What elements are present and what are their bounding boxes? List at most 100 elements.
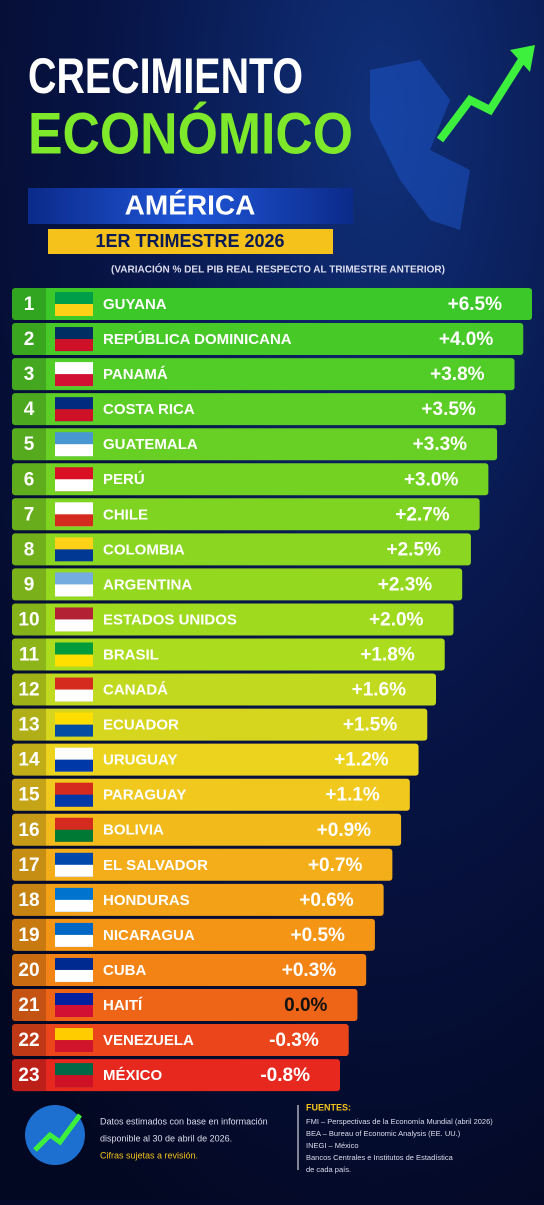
country: BRASIL [103,646,159,663]
rank: 13 [18,715,39,736]
flag-stripe [55,514,93,527]
rank: 19 [18,925,39,946]
row-bar [12,463,489,496]
source: Bancos Centrales e Institutos de Estadís… [306,1153,454,1162]
growth-value: +0.3% [282,960,337,981]
rank: 8 [24,539,35,560]
rank-box [12,288,46,320]
row-bar [12,918,375,951]
row-bar [12,323,524,356]
growth-value: +0.5% [291,925,346,946]
row-bar [12,638,445,671]
source: INEGI – México [306,1141,359,1150]
flag-stripe [55,1005,93,1017]
flag-stripe [55,724,93,737]
country: PANAMÁ [103,366,168,383]
rank-box [12,323,46,356]
row-bar [12,603,454,636]
rank-box [12,638,46,671]
country: BOLIVIA [103,822,164,839]
note: Datos estimados con base en información [100,1116,268,1126]
country: MÉXICO [103,1067,163,1084]
growth-value: +2.5% [387,539,442,560]
row-bar [12,1024,349,1057]
rank-box [12,428,46,461]
title: ECONÓMICO [28,101,353,166]
row-bar [12,358,515,391]
rank-box [12,918,46,951]
country: GUATEMALA [103,436,198,453]
growth-value: +2.7% [395,504,450,525]
row-bar [12,533,471,566]
flag-stripe [55,829,93,842]
flag-stripe [55,549,93,562]
country: PARAGUAY [103,787,186,804]
rank: 10 [18,609,39,630]
country: COSTA RICA [103,401,195,418]
country: URUGUAY [103,752,177,769]
growth-value: +1.5% [343,715,398,736]
flag-stripe [55,899,93,912]
rank: 6 [24,469,35,490]
source: BEA – Bureau of Economic Analysis (EE. U… [306,1129,461,1138]
flag-stripe [55,654,93,667]
flag-stripe [55,584,93,597]
growth-value: +2.3% [378,574,433,595]
rank: 21 [18,995,40,1016]
flag-stripe [55,759,93,772]
rank: 9 [24,574,35,595]
rank-box [12,813,46,846]
row-bar [12,883,384,916]
row-bar [12,428,498,461]
rank: 14 [18,750,40,771]
flag-stripe [55,619,93,632]
country: VENEZUELA [103,1032,194,1049]
flag-stripe [55,444,93,457]
rank: 4 [24,399,35,420]
rank-box [12,463,46,496]
growth-value: +4.0% [439,329,494,350]
row-bar [12,848,393,881]
note: disponible al 30 de abril de 2026. [100,1133,232,1143]
rank-box [12,708,46,741]
rank: 17 [18,855,39,876]
flag-stripe [55,304,93,316]
country: ESTADOS UNIDOS [103,611,237,628]
ranking: 1 GUYANA +6.5% 2 REPÚBLICA DOMINICANA +4.0% 3 P… [12,288,532,1092]
rank: 11 [19,645,40,666]
country: GUYANA [103,296,167,313]
rank: 15 [18,785,40,806]
growth-value: +3.8% [430,364,485,385]
rank-box [12,743,46,776]
growth-value: +0.7% [308,855,363,876]
growth-value: +6.5% [448,294,503,315]
row-bar [12,708,428,741]
subtitle: (VARIACIÓN % DEL PIB REAL RESPECTO AL TR… [111,263,445,276]
flag-stripe [55,409,93,422]
row-bar [12,989,358,1021]
globe-icon [25,1105,85,1165]
country: HONDURAS [103,892,190,909]
row-bar [12,288,532,320]
rank-box [12,393,46,426]
rank: 16 [18,820,39,841]
row-bar [12,568,463,601]
rank-box [12,603,46,636]
row-bar [12,778,410,811]
country: HAITÍ [103,997,143,1014]
flag-stripe [55,1075,93,1088]
sources-title: FUENTES: [306,1102,351,1112]
growth-value: +1.1% [325,785,380,806]
country: PERÚ [103,470,145,488]
source: de cada país. [306,1165,351,1174]
region-banner [28,188,353,224]
rank-box [12,1059,46,1092]
row-bar [12,743,419,776]
note: Cifras sujetas a revisión. [100,1150,198,1160]
growth-value: +1.8% [360,645,415,666]
flag-stripe [55,689,93,702]
country: COLOMBIA [103,541,185,558]
arrow [436,52,529,143]
growth-value: +3.3% [413,434,468,455]
